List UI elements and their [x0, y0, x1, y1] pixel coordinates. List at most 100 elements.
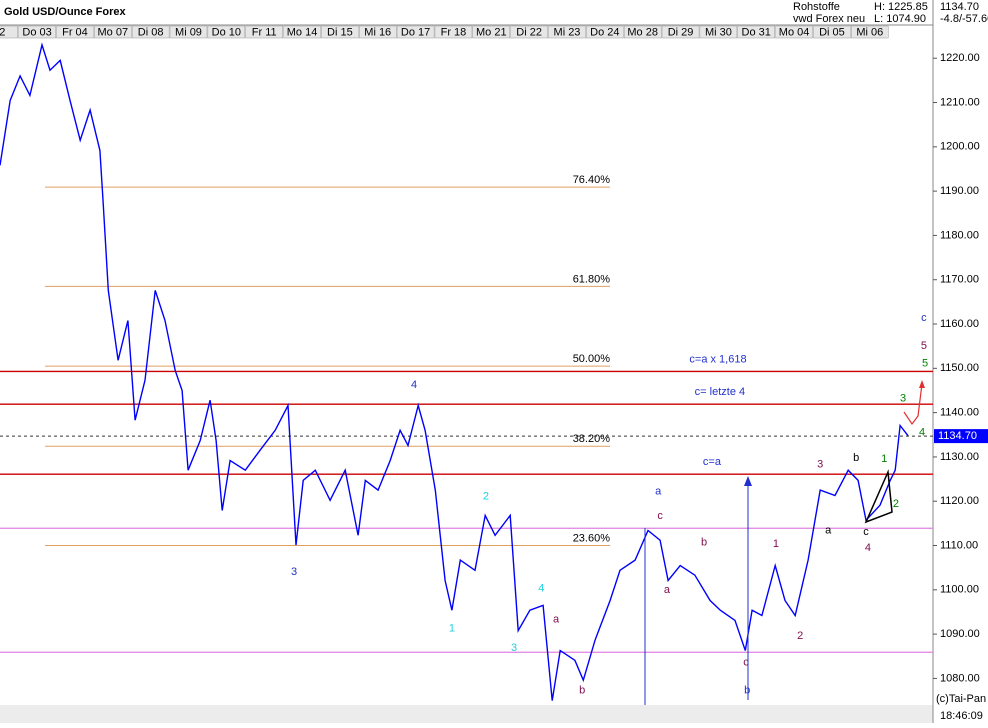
fib-label: 61.80% — [573, 273, 611, 285]
arrow-head — [744, 476, 752, 486]
x-tick-cell — [699, 25, 738, 39]
info-text: 1134.70 — [940, 1, 979, 13]
last-price-box — [934, 429, 988, 444]
wave-label: c=a — [703, 456, 722, 468]
x-tick-cell — [623, 25, 662, 39]
y-tick-label: 1100.00 — [940, 584, 979, 596]
x-tick-cell — [169, 25, 208, 39]
x-tick-cell — [851, 25, 889, 39]
wave-label: a — [664, 584, 671, 596]
info-text: vwd Forex neu — [793, 13, 865, 25]
x-tick-label: Fr 04 — [62, 26, 88, 38]
forecast-arrow — [903, 383, 923, 426]
x-tick-cell — [548, 25, 586, 39]
x-tick-label: Mo 07 — [98, 26, 129, 38]
x-tick-label: Mo 21 — [476, 26, 507, 38]
x-tick-label: Do 03 — [22, 26, 51, 38]
chart-title: Gold USD/Ounce Forex — [4, 6, 127, 18]
x-tick-label: Mi 06 — [856, 26, 883, 38]
x-tick-cell — [586, 25, 624, 39]
x-tick-label: Mi 23 — [554, 26, 581, 38]
x-tick-label: Mi 30 — [705, 26, 732, 38]
price-line — [0, 42, 909, 701]
y-tick-label: 1220.00 — [940, 52, 980, 64]
bottom-bar — [0, 705, 933, 723]
x-tick-cell — [0, 25, 18, 39]
x-tick-label: Di 22 — [516, 26, 542, 38]
wave-label: c — [863, 526, 869, 538]
x-tick-label: 02 — [0, 26, 5, 38]
y-tick-label: 1150.00 — [940, 362, 979, 374]
x-tick-cell — [358, 25, 397, 39]
wave-label: 3 — [900, 392, 906, 404]
info-text: Rohstoffe — [793, 1, 840, 13]
x-tick-cell — [737, 25, 775, 39]
x-tick-cell — [434, 25, 473, 39]
arrow-head — [919, 380, 925, 388]
x-tick-label: Fr 18 — [441, 26, 467, 38]
y-tick-label: 1120.00 — [940, 495, 979, 507]
x-tick-label: Mo 14 — [287, 26, 318, 38]
wave-label: a — [825, 524, 832, 536]
x-tick-label: Di 05 — [819, 26, 845, 38]
info-text: L: 1074.90 — [874, 13, 926, 25]
x-tick-cell — [510, 25, 548, 39]
footer-text: 18:46:09 — [940, 710, 983, 722]
x-tick-label: Mi 16 — [364, 26, 391, 38]
x-tick-label: Mo 04 — [779, 26, 810, 38]
x-tick-cell — [813, 25, 851, 39]
fib-label: 23.60% — [573, 532, 611, 544]
x-tick-cell — [94, 25, 132, 39]
triangle-pattern — [864, 469, 893, 524]
wave-label: c — [657, 510, 663, 522]
y-tick-label: 1090.00 — [940, 628, 980, 640]
footer-text: (c)Tai-Pan — [936, 693, 986, 705]
x-tick-cell — [207, 25, 246, 39]
wave-label: b — [744, 684, 750, 696]
info-text: -4.8/-57.60 — [940, 13, 988, 25]
x-tick-label: Mi 09 — [175, 26, 202, 38]
wave-label: b — [701, 536, 707, 548]
wave-label: 3 — [291, 566, 297, 578]
fib-label: 76.40% — [573, 174, 611, 186]
x-tick-label: Fr 11 — [252, 26, 277, 38]
wave-label: 4 — [411, 379, 417, 391]
x-tick-label: Do 10 — [212, 26, 241, 38]
wave-label: c=a x 1,618 — [689, 353, 746, 365]
wave-label: 3 — [511, 642, 517, 654]
y-tick-label: 1110.00 — [940, 539, 978, 551]
wave-label: c — [921, 312, 927, 324]
x-tick-label: Do 17 — [401, 26, 430, 38]
wave-label: b — [853, 452, 859, 464]
x-tick-cell — [56, 25, 94, 39]
y-tick-label: 1170.00 — [940, 274, 979, 286]
fib-label: 38.20% — [573, 433, 611, 445]
wave-label: 3 — [817, 458, 823, 470]
wave-label: 1 — [449, 622, 455, 634]
wave-label: 4 — [865, 542, 871, 554]
x-tick-cell — [18, 25, 56, 39]
wave-label: b — [579, 684, 585, 696]
last-price-label: 1134.70 — [938, 430, 977, 442]
wave-label: 5 — [921, 340, 927, 352]
wave-label: 4 — [538, 582, 544, 594]
wave-label: c — [743, 656, 749, 668]
x-tick-cell — [775, 25, 813, 39]
wave-label: a — [655, 485, 662, 497]
wave-label: 2 — [893, 498, 899, 510]
y-tick-label: 1180.00 — [940, 229, 979, 241]
wave-label: c= letzte 4 — [695, 386, 745, 398]
plot: 1080.00 1090.00 1100.00 1110.00 1120.00 1130.… — [0, 25, 988, 701]
x-tick-label: Di 15 — [327, 26, 353, 38]
x-tick-cell — [283, 25, 321, 39]
wave-label: 2 — [797, 630, 803, 642]
wave-label: 1 — [773, 538, 779, 550]
fib-label: 50.00% — [573, 353, 611, 365]
y-tick-label: 1140.00 — [940, 407, 979, 419]
x-tick-label: Do 24 — [590, 26, 619, 38]
wave-label: 1 — [881, 453, 887, 465]
x-tick-label: Mo 28 — [627, 26, 658, 38]
x-tick-cell — [245, 25, 283, 39]
